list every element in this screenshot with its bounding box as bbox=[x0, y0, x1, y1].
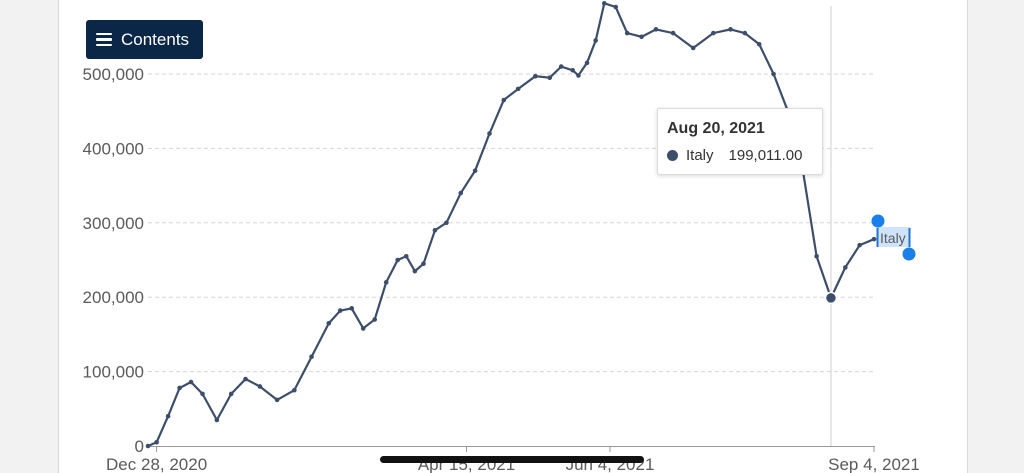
data-point bbox=[487, 131, 492, 136]
tooltip-series-name: Italy bbox=[686, 147, 714, 164]
data-point bbox=[756, 41, 762, 47]
data-point bbox=[728, 27, 733, 32]
data-point bbox=[742, 30, 748, 36]
data-point bbox=[601, 1, 607, 6]
series-end-label[interactable]: Italy bbox=[871, 214, 916, 261]
y-tick-label: 100,000 bbox=[83, 363, 144, 382]
data-point bbox=[432, 227, 438, 233]
chart-tooltip: Aug 20, 2021 Italy 199,011.00 bbox=[657, 108, 823, 175]
data-point bbox=[857, 242, 862, 248]
data-point bbox=[274, 397, 280, 403]
data-point bbox=[188, 379, 194, 385]
hover-point bbox=[824, 291, 838, 305]
data-point bbox=[771, 71, 776, 77]
x-tick-label: Dec 28, 2020 bbox=[106, 455, 207, 473]
data-point bbox=[814, 253, 819, 259]
data-point bbox=[360, 326, 366, 331]
data-point bbox=[214, 417, 220, 423]
x-tick-label: Sep 4, 2021 bbox=[828, 455, 920, 473]
y-tick-label: 400,000 bbox=[83, 139, 144, 158]
data-point bbox=[403, 253, 409, 259]
data-point bbox=[843, 265, 848, 270]
data-point bbox=[533, 73, 538, 79]
data-point bbox=[593, 38, 598, 43]
data-point bbox=[372, 317, 377, 322]
data-point bbox=[200, 391, 205, 397]
tooltip-series-dot bbox=[667, 150, 678, 161]
data-point bbox=[395, 257, 400, 263]
hamburger-icon bbox=[96, 33, 112, 47]
data-point bbox=[584, 60, 590, 66]
y-tick-label: 0 bbox=[135, 437, 144, 456]
y-tick-label: 500,000 bbox=[83, 65, 144, 84]
data-point bbox=[472, 168, 478, 174]
data-point bbox=[292, 387, 297, 393]
data-point bbox=[228, 391, 234, 397]
data-point bbox=[337, 308, 343, 313]
data-point bbox=[558, 64, 564, 69]
tooltip-value: 199,011.00 bbox=[728, 147, 803, 164]
tooltip-date: Aug 20, 2021 bbox=[667, 120, 765, 137]
data-point bbox=[515, 86, 521, 92]
data-point bbox=[349, 306, 355, 311]
data-point bbox=[871, 236, 877, 242]
series-line-italy bbox=[147, 1, 875, 448]
y-tick-label: 300,000 bbox=[83, 214, 144, 233]
data-point bbox=[624, 30, 630, 36]
y-axis: 0 100,000 200,000 300,000 400,000 500,000 bbox=[83, 65, 144, 456]
series-points bbox=[145, 1, 877, 449]
data-point bbox=[412, 268, 418, 274]
series-end-label-text: Italy bbox=[880, 230, 906, 246]
data-point bbox=[257, 384, 263, 389]
data-point bbox=[177, 385, 182, 391]
selection-end-handle[interactable] bbox=[902, 247, 916, 261]
data-point bbox=[326, 320, 332, 326]
data-point bbox=[613, 4, 619, 10]
selection-start-handle[interactable] bbox=[871, 214, 885, 228]
chart-card bbox=[58, 0, 968, 473]
data-point bbox=[690, 45, 696, 51]
data-point bbox=[165, 413, 171, 419]
y-tick-label: 200,000 bbox=[83, 288, 144, 307]
data-point bbox=[653, 27, 659, 32]
data-point bbox=[145, 443, 151, 449]
data-point bbox=[639, 34, 644, 40]
data-point bbox=[458, 190, 464, 196]
data-point bbox=[243, 376, 248, 382]
contents-button-label: Contents bbox=[121, 29, 190, 49]
contents-button[interactable]: Contents bbox=[86, 20, 203, 59]
data-point bbox=[576, 73, 581, 78]
data-point bbox=[154, 439, 159, 445]
data-point bbox=[383, 280, 389, 285]
scroll-indicator[interactable] bbox=[380, 456, 644, 463]
data-point bbox=[711, 30, 716, 36]
data-point bbox=[501, 97, 507, 103]
data-point bbox=[547, 75, 553, 81]
data-point bbox=[570, 67, 575, 73]
data-point bbox=[444, 220, 449, 226]
data-point bbox=[309, 354, 314, 360]
data-point bbox=[421, 261, 426, 267]
tooltip-row: Italy 199,011.00 bbox=[667, 147, 813, 164]
data-point bbox=[670, 30, 676, 36]
